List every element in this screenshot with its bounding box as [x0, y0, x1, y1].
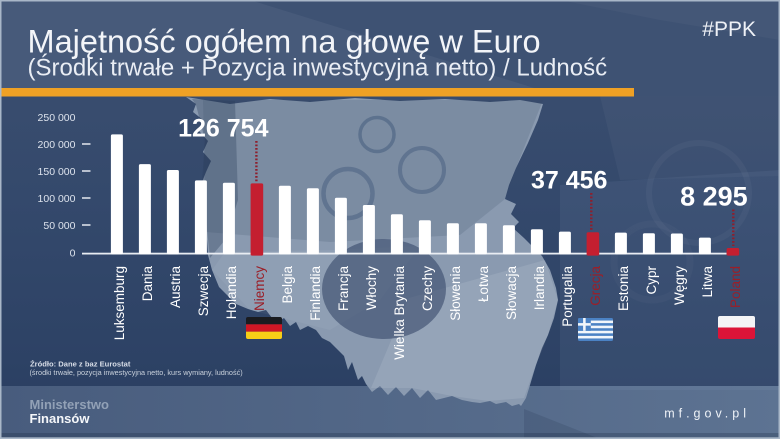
svg-text:37 456: 37 456 [531, 167, 607, 195]
svg-text:Austria: Austria [168, 266, 183, 309]
svg-text:250 000: 250 000 [38, 112, 76, 124]
svg-text:Litwa: Litwa [700, 266, 715, 298]
svg-text:50 000: 50 000 [43, 220, 75, 232]
svg-text:0: 0 [70, 247, 76, 259]
svg-text:Słowenia: Słowenia [448, 266, 463, 321]
svg-text:Luksemburg: Luksemburg [112, 266, 127, 340]
svg-text:Szwecja: Szwecja [196, 266, 211, 317]
svg-text:Estonia: Estonia [616, 266, 631, 312]
svg-text:Finlandia: Finlandia [308, 266, 323, 321]
svg-text:mf.gov.pl: mf.gov.pl [664, 407, 750, 421]
svg-text:Węgry: Węgry [672, 266, 687, 305]
svg-text:Łotwa: Łotwa [476, 266, 491, 303]
svg-text:#PPK: #PPK [702, 18, 756, 41]
svg-text:100 000: 100 000 [38, 193, 76, 205]
svg-text:Niemcy: Niemcy [252, 266, 267, 311]
svg-text:Ministerstwo: Ministerstwo [30, 397, 110, 412]
svg-text:Portugalia: Portugalia [560, 266, 575, 327]
svg-text:Cypr: Cypr [644, 266, 659, 295]
svg-text:Wielka Brytania: Wielka Brytania [392, 266, 407, 360]
svg-text:Majętność ogółem na głowę w Eu: Majętność ogółem na głowę w Euro [28, 24, 541, 60]
svg-text:(Środki trwałe + Pozycja inwes: (Środki trwałe + Pozycja inwestycyjna ne… [28, 54, 608, 82]
svg-text:Źródło: Dane z baz Eurostat: Źródło: Dane z baz Eurostat [30, 360, 131, 369]
svg-text:8 295: 8 295 [680, 182, 748, 212]
svg-text:Poland: Poland [728, 266, 743, 308]
svg-text:Czechy: Czechy [420, 266, 435, 311]
svg-text:126 754: 126 754 [178, 115, 268, 143]
svg-text:Francja: Francja [336, 266, 351, 312]
svg-text:Grecja: Grecja [588, 266, 603, 306]
svg-text:(środki trwałe, pozycja inwest: (środki trwałe, pozycja inwestycyjna net… [30, 368, 243, 377]
svg-text:200 000: 200 000 [38, 139, 76, 151]
svg-text:Słowacja: Słowacja [504, 266, 519, 321]
svg-text:Holandia: Holandia [224, 266, 239, 320]
svg-text:Irlandia: Irlandia [532, 266, 547, 311]
svg-text:Finansów: Finansów [30, 411, 91, 426]
svg-text:Włochy: Włochy [364, 266, 379, 311]
svg-text:Belgia: Belgia [280, 266, 295, 304]
svg-text:150 000: 150 000 [38, 166, 76, 178]
svg-text:Dania: Dania [140, 266, 155, 302]
